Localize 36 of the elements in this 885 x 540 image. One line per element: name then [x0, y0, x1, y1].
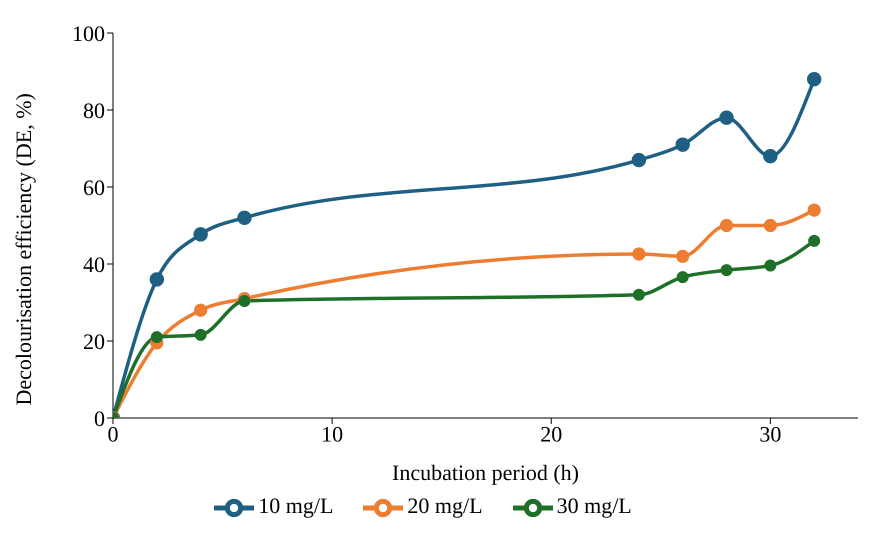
point: [150, 331, 163, 344]
point: [632, 288, 645, 301]
point: [719, 110, 734, 125]
point: [806, 72, 822, 86]
x-axis-title: Incubation period (h): [392, 460, 579, 485]
point: [808, 204, 821, 217]
point: [720, 264, 733, 276]
legend-label: 30 mg/L: [556, 493, 632, 518]
point: [676, 250, 690, 263]
point: [808, 234, 820, 247]
y-tick-label: 20: [83, 328, 105, 354]
y-tick-label: 80: [83, 98, 105, 123]
x-tick-label: 30: [759, 422, 782, 447]
y-tick-label: 0: [94, 406, 105, 431]
point: [237, 210, 252, 225]
legend-label: 10 mg/L: [258, 493, 334, 518]
point: [150, 272, 164, 287]
point: [676, 271, 689, 284]
point: [763, 149, 778, 164]
y-axis-title: Decolourisation efficiency (DE, %): [10, 93, 36, 406]
point: [238, 294, 250, 307]
point: [632, 152, 646, 168]
point: [676, 137, 690, 152]
point: [720, 218, 734, 232]
x-tick-label: 10: [321, 422, 344, 447]
y-tick-label: 60: [83, 174, 105, 200]
point: [632, 247, 646, 261]
point: [764, 260, 776, 272]
y-tick-label: 100: [72, 20, 105, 46]
point: [194, 304, 208, 317]
x-tick-label: 20: [540, 422, 562, 447]
point: [194, 328, 207, 341]
legend-label: 20 mg/L: [407, 493, 483, 518]
point: [764, 218, 777, 232]
point: [193, 227, 208, 242]
y-tick-label: 40: [83, 252, 105, 277]
